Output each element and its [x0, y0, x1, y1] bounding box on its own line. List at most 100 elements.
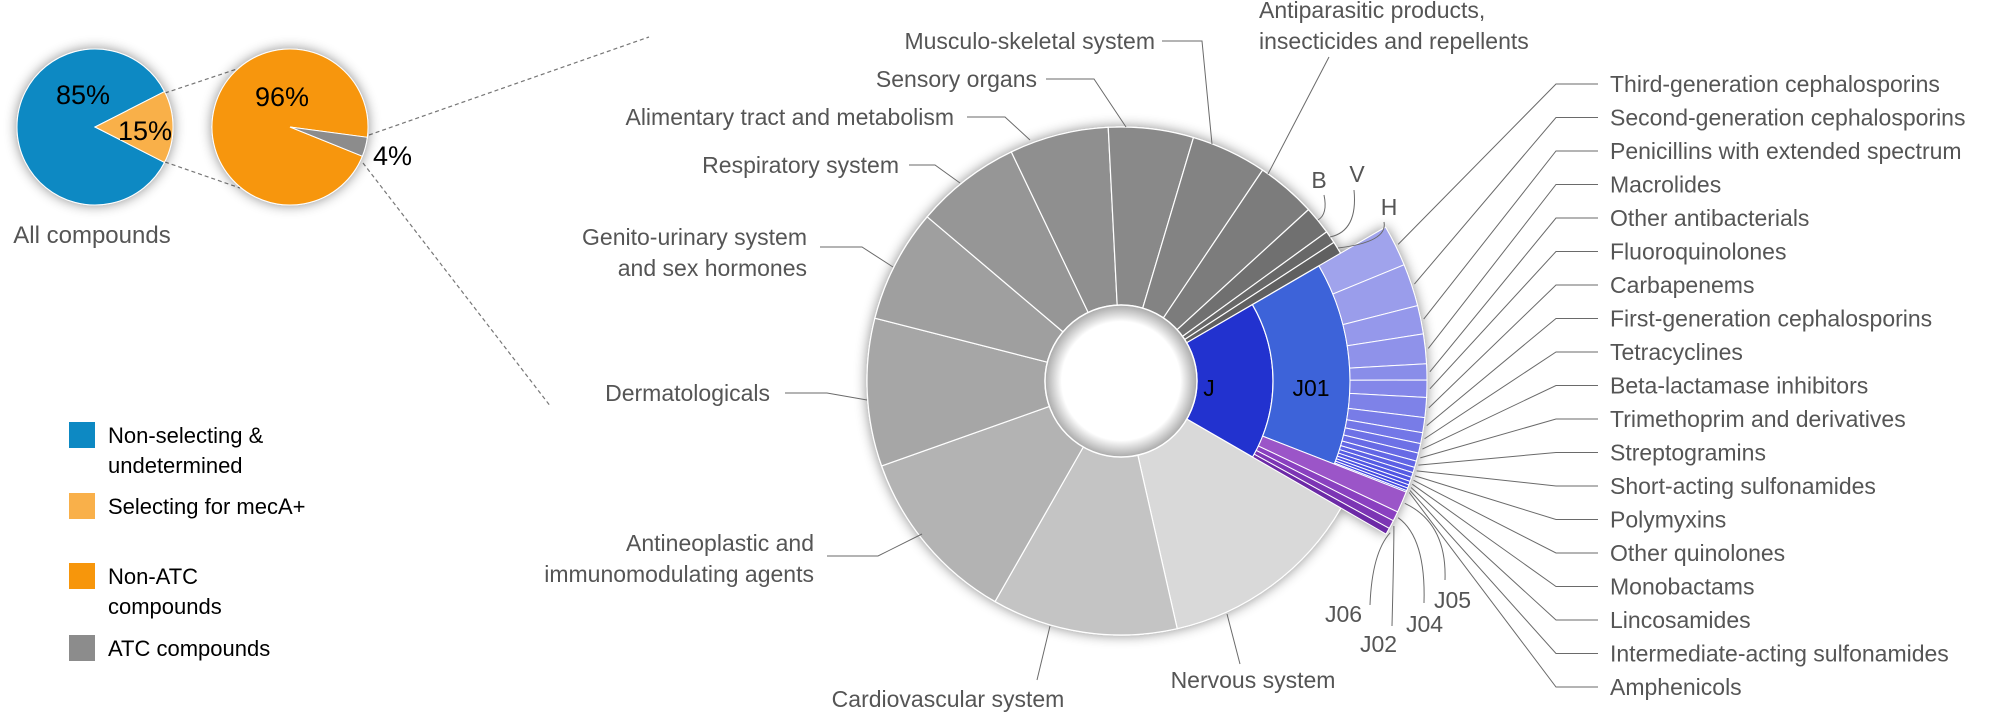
leader-line [1429, 251, 1598, 390]
category-label-text: and sex hormones [618, 255, 807, 281]
legend-label: compounds [108, 594, 222, 619]
leader-line [1413, 479, 1598, 554]
pie-chart-1 [16, 48, 174, 206]
pie-chart-2 [211, 48, 369, 206]
category-label-text: Sensory organs [876, 66, 1037, 92]
leader-line [1404, 502, 1446, 581]
subclass-label: First-generation cephalosporins [1426, 306, 1932, 427]
leader-line [1397, 517, 1425, 604]
legend-label: undetermined [108, 453, 243, 478]
leader-line [1267, 56, 1330, 175]
leader-line [1226, 613, 1241, 665]
category-label-text: V [1349, 161, 1365, 187]
subclass-label-text: Amphenicols [1610, 674, 1742, 700]
j-subgroup-label: J05 [1404, 502, 1471, 613]
pie-percent-label: 15% [118, 116, 172, 146]
category-label: V [1329, 161, 1365, 238]
atc-sunburst [866, 126, 1428, 636]
category-label: H [1337, 194, 1397, 249]
leader-line [1414, 117, 1598, 285]
leader-line [1410, 487, 1598, 621]
subclass-label: Beta-lactamase inhibitors [1422, 373, 1868, 450]
leader-line [1426, 318, 1598, 427]
j-subgroup-label-text: J02 [1360, 631, 1397, 657]
subclass-label-text: Lincosamides [1610, 607, 1751, 633]
category-label-text: B [1311, 167, 1326, 193]
legend-swatch [69, 635, 95, 661]
legend-item: ATC compounds [69, 635, 270, 661]
subclass-label: Streptogramins [1418, 440, 1766, 466]
category-label-text: Respiratory system [702, 152, 899, 178]
subclass-label-text: Beta-lactamase inhibitors [1610, 373, 1868, 399]
subclass-label: Lincosamides [1410, 487, 1751, 633]
pie-percent-label: 4% [373, 141, 412, 171]
sunburst-center-hole [1044, 304, 1198, 458]
category-label: Sensory organs [876, 66, 1127, 128]
pie-title: All compounds [13, 222, 170, 249]
category-label: Antineoplastic and immunomodulating agent… [544, 530, 923, 587]
legend-swatch [69, 563, 95, 589]
subclass-label-text: Other antibacterials [1610, 205, 1809, 231]
segment-label-j: J [1203, 375, 1215, 401]
category-label-text: Cardiovascular system [832, 686, 1065, 712]
dashed-connector [362, 162, 552, 408]
category-label: Dermatologicals [605, 380, 868, 406]
leader-line [1427, 184, 1598, 349]
j-subgroup-label-text: J04 [1406, 611, 1443, 637]
category-label: Genito-urinary system and sex hormones [582, 224, 894, 281]
legend-item: Selecting for mecA+ [69, 493, 305, 519]
subclass-label-text: Streptogramins [1610, 440, 1766, 466]
leader-line [1391, 525, 1395, 627]
subclass-label-text: Carbapenems [1610, 272, 1754, 298]
leader-line [1317, 194, 1326, 221]
leader-line [1162, 40, 1213, 145]
zoom-connector-lines [164, 36, 650, 408]
subclass-label-text: Second-generation cephalosporins [1610, 105, 1965, 131]
subclass-label-text: Trimethoprim and derivatives [1610, 406, 1906, 432]
leader-line [1408, 492, 1598, 688]
legend-item: Non-selecting & undetermined [69, 422, 264, 478]
j-subgroup-label: J06 [1325, 532, 1391, 627]
leader-line [1411, 483, 1598, 587]
category-label-text: insecticides and repellents [1259, 28, 1529, 54]
leader-line [1418, 452, 1598, 466]
legend-swatch [69, 493, 95, 519]
category-label-text: immunomodulating agents [544, 561, 814, 587]
legend: Non-selecting & undetermined Selecting for… [69, 422, 305, 661]
legend-label: ATC compounds [108, 636, 270, 661]
subclass-label: Polymyxins [1414, 475, 1726, 533]
leader-line [1424, 351, 1598, 440]
subclass-label-text: Macrolides [1610, 172, 1721, 198]
sunburst-segment-j06 [1251, 453, 1390, 535]
dashed-connector [164, 161, 241, 189]
leader-line [1337, 221, 1385, 249]
subclass-label: Monobactams [1411, 483, 1754, 600]
subclass-label-text: Short-acting sulfonamides [1610, 473, 1876, 499]
category-label-text: Musculo-skeletal system [904, 28, 1155, 54]
subclass-label-text: Fluoroquinolones [1610, 239, 1786, 265]
subclass-label: Third-generation cephalosporins [1397, 71, 1940, 245]
leader-line [1046, 78, 1127, 128]
pie-slice [289, 126, 368, 157]
category-label-text: Genito-urinary system [582, 224, 807, 250]
category-label-text: Dermatologicals [605, 380, 770, 406]
leader-line [1397, 83, 1598, 245]
leader-line [1409, 490, 1598, 654]
subclass-label: Macrolides [1427, 172, 1721, 349]
category-label: Nervous system [1171, 613, 1336, 693]
leader-line [820, 246, 894, 268]
category-label: B [1311, 167, 1327, 221]
subclass-label-text: First-generation cephalosporins [1610, 306, 1932, 332]
dashed-connector [368, 36, 650, 136]
category-label-text: Alimentary tract and metabolism [625, 104, 954, 130]
category-label-text: Nervous system [1171, 667, 1336, 693]
leader-line [1422, 385, 1598, 450]
j-subgroup-label-text: J05 [1434, 587, 1471, 613]
subclass-label: Intermediate-acting sulfonamides [1409, 490, 1949, 667]
subclass-label: Fluoroquinolones [1429, 239, 1786, 390]
pie-slice [93, 90, 174, 164]
segment-label-j01: J01 [1292, 375, 1329, 401]
subclass-label: Penicillins with extended spectrum [1423, 138, 1962, 320]
subclass-label: Amphenicols [1408, 492, 1742, 700]
